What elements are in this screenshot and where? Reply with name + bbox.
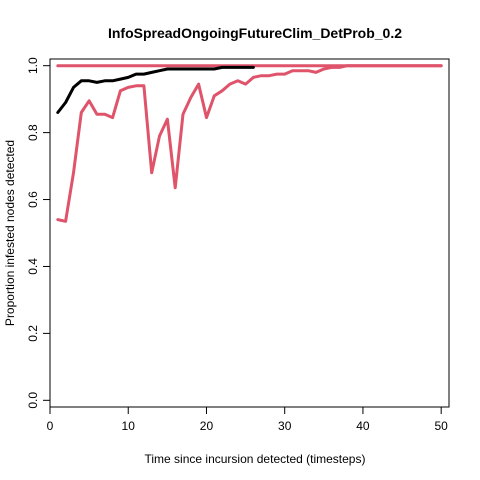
x-tick-label: 10 xyxy=(122,419,136,433)
plot-frame xyxy=(49,58,450,408)
y-axis-label: Proportion infested nodes detected xyxy=(3,140,17,326)
y-tick-label: 0.8 xyxy=(26,124,40,141)
y-axis: 0.0 0.2 0.4 0.6 0.8 1.0 xyxy=(26,57,50,409)
y-tick-label: 1.0 xyxy=(26,57,40,74)
series-line-2 xyxy=(56,64,443,223)
x-tick-label: 30 xyxy=(278,419,292,433)
x-tick-label: 40 xyxy=(356,419,370,433)
y-tick-label: 0.6 xyxy=(26,191,40,208)
x-axis-label: Time since incursion detected (timesteps… xyxy=(145,452,366,466)
series-layer xyxy=(56,64,443,223)
x-tick-label: 20 xyxy=(200,419,214,433)
y-tick-label: 0.4 xyxy=(26,258,40,275)
chart-title: InfoSpreadOngoingFutureClim_DetProb_0.2 xyxy=(108,25,402,41)
x-tick-label: 0 xyxy=(47,419,54,433)
x-axis: 0 10 20 30 40 50 xyxy=(47,407,448,433)
y-tick-label: 0.2 xyxy=(26,325,40,342)
series-line-3 xyxy=(56,65,255,114)
y-tick-label: 0.0 xyxy=(26,392,40,409)
x-tick-label: 50 xyxy=(434,419,448,433)
